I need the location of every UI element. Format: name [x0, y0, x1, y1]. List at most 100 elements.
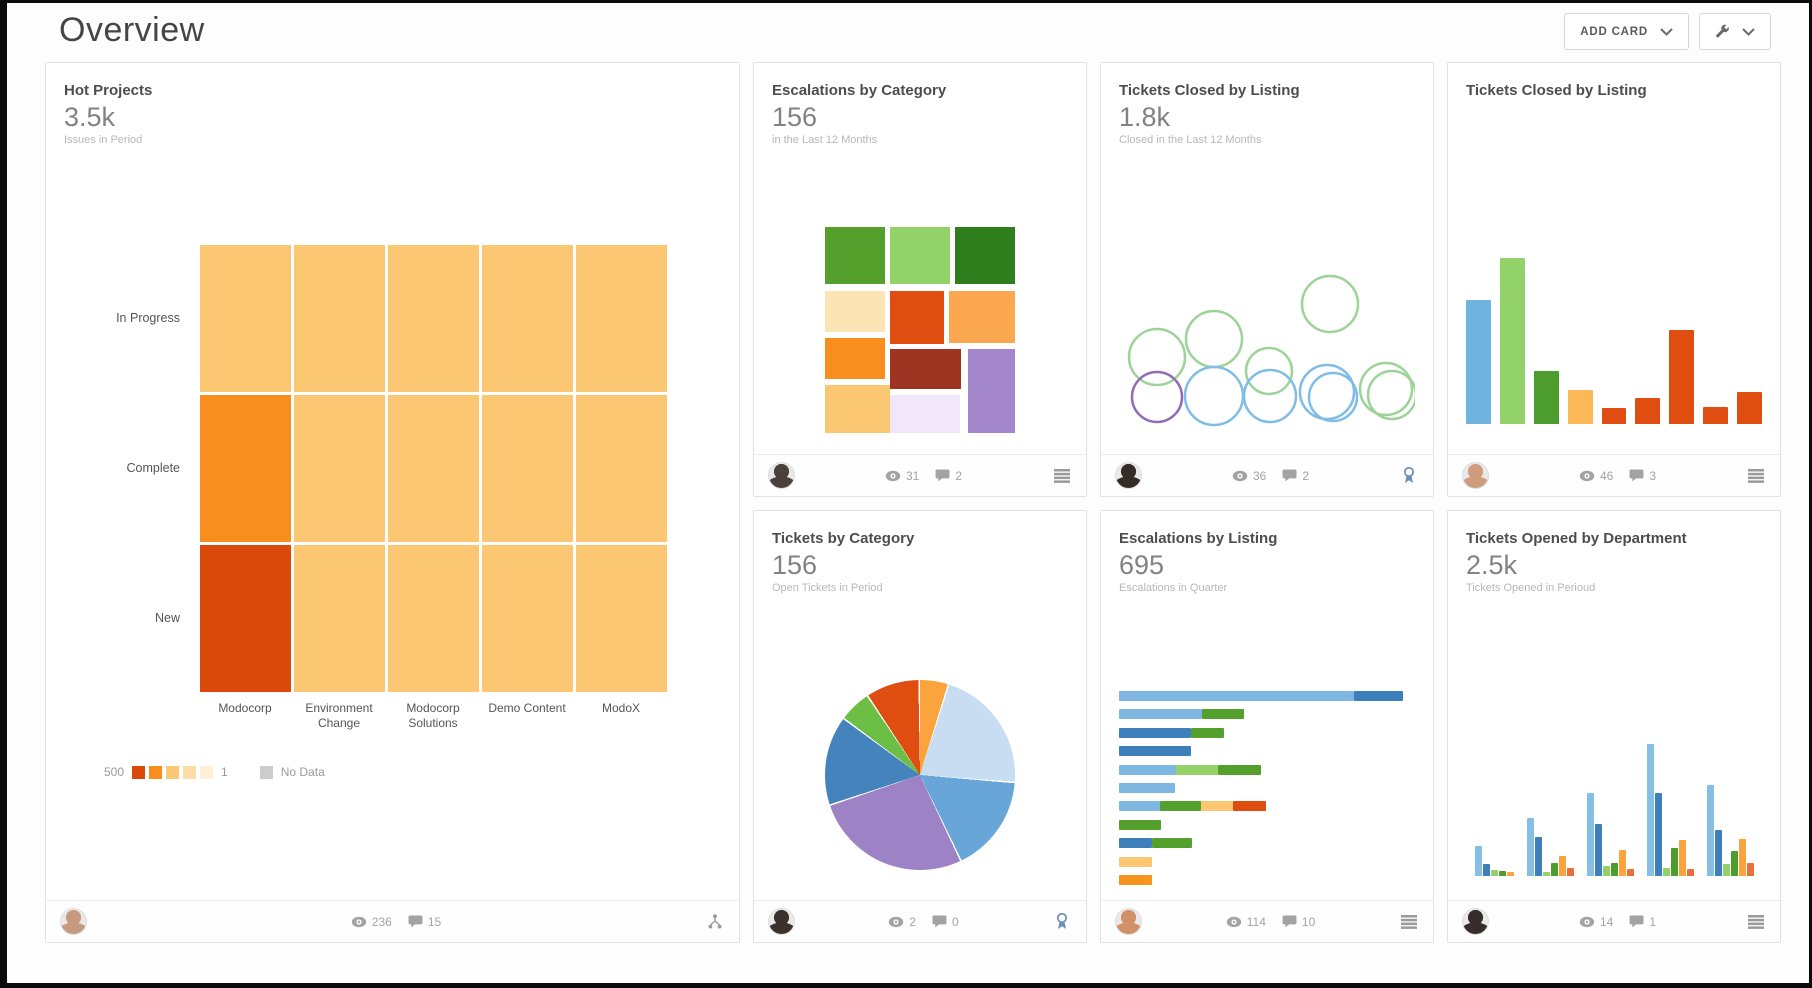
grouped-bar	[1714, 830, 1722, 876]
grouped-bar	[1610, 863, 1618, 876]
avatar[interactable]	[768, 908, 795, 935]
bar	[1601, 408, 1627, 424]
footer-stats: 236 15	[95, 915, 697, 929]
comments-stat[interactable]: 10	[1282, 915, 1315, 929]
add-card-button[interactable]: ADD CARD	[1564, 13, 1689, 50]
heatmap-cell	[199, 544, 291, 692]
comments-count: 10	[1301, 914, 1316, 929]
comments-count: 15	[427, 914, 442, 929]
eye-icon	[889, 916, 904, 927]
pie	[825, 680, 1015, 870]
treemap-tile	[825, 385, 890, 433]
grouped-bar	[1670, 848, 1678, 876]
card-title: Tickets by Category	[772, 530, 915, 547]
heatmap-column-label: ModoX	[601, 701, 641, 715]
bar-chart	[1466, 258, 1763, 424]
hbar-segment	[1119, 838, 1152, 849]
comments-stat[interactable]: 1	[1629, 915, 1656, 929]
sitemap-icon[interactable]	[705, 914, 725, 929]
grouped-bar	[1526, 818, 1534, 876]
grouped-bar	[1534, 837, 1542, 876]
avatar[interactable]	[1115, 462, 1142, 489]
eye-icon	[1232, 470, 1248, 481]
card-tickets-closed-by-listing: Tickets Closed by Listing 46 3	[1447, 62, 1781, 497]
views-stat: 114	[1226, 915, 1266, 929]
grouped-bar	[1594, 824, 1602, 876]
grouped-bar	[1746, 863, 1754, 876]
table-icon[interactable]	[1399, 914, 1419, 929]
card-footer: 14 1	[1448, 900, 1780, 942]
avatar[interactable]	[768, 462, 795, 489]
comments-stat[interactable]: 2	[1282, 469, 1309, 483]
card-body: Tickets Closed by Listing	[1448, 63, 1780, 454]
heatmap-column-label: Demo Content	[488, 701, 566, 715]
add-card-label: ADD CARD	[1580, 25, 1648, 38]
chevron-down-icon	[1742, 27, 1755, 36]
treemap-tile	[968, 349, 1015, 433]
wrench-icon	[1716, 24, 1729, 38]
comments-count: 2	[955, 468, 963, 483]
treemap-tile	[890, 291, 944, 344]
comments-stat[interactable]: 0	[932, 915, 959, 929]
views-stat: 36	[1232, 469, 1266, 483]
grouped-bar	[1474, 846, 1482, 876]
heatmap-column-label: Modocorp	[218, 701, 272, 715]
heatmap-cell	[481, 544, 573, 692]
hbar-segment	[1176, 764, 1218, 775]
comment-icon	[1282, 469, 1297, 482]
settings-button[interactable]	[1699, 13, 1771, 50]
grouped-bar	[1602, 866, 1610, 876]
views-stat: 2	[888, 915, 916, 929]
grouped-bar	[1722, 864, 1730, 876]
grouped-bar	[1626, 869, 1634, 876]
bubble-chart	[1119, 264, 1415, 429]
ribbon-icon[interactable]	[1399, 467, 1419, 484]
card-title: Escalations by Category	[772, 82, 947, 99]
hbar-segment	[1354, 691, 1403, 701]
comment-icon	[932, 915, 947, 928]
table-icon[interactable]	[1052, 468, 1072, 483]
header-actions: ADD CARD	[1564, 11, 1771, 50]
eye-icon	[351, 916, 366, 927]
bar	[1737, 392, 1763, 424]
eye-icon	[1579, 470, 1595, 481]
comment-icon	[1629, 915, 1644, 928]
card-body: Tickets by Category 156 Open Tickets in Pe…	[754, 511, 1086, 900]
treemap-tile	[890, 395, 960, 433]
avatar[interactable]	[1115, 908, 1142, 935]
card-title: Escalations by Listing	[1119, 530, 1278, 547]
table-icon[interactable]	[1746, 914, 1766, 929]
page-title: Overview	[59, 11, 205, 49]
comments-count: 0	[952, 914, 959, 929]
footer-stats: 114 10	[1150, 915, 1391, 929]
grouped-bar	[1654, 793, 1662, 876]
grouped-bar	[1618, 850, 1626, 876]
treemap-tile	[890, 349, 961, 389]
page-header: Overview ADD CARD	[7, 3, 1809, 62]
card-body: Hot Projects 3.5k Issues in Period In Progr…	[46, 63, 739, 900]
chevron-down-icon	[1660, 27, 1673, 36]
table-icon[interactable]	[1746, 468, 1766, 483]
heatmap-cell	[293, 244, 385, 392]
heatmap-cell	[199, 244, 291, 392]
card-subtitle: Escalations in Quarter	[1119, 582, 1228, 594]
gbar-chart	[1466, 741, 1762, 876]
hbar-segment	[1201, 801, 1233, 812]
comments-stat[interactable]: 3	[1629, 469, 1656, 483]
comments-stat[interactable]: 15	[408, 915, 441, 929]
treemap-tile	[955, 227, 1015, 284]
grouped-bar	[1506, 872, 1514, 876]
ribbon-icon[interactable]	[1052, 913, 1072, 930]
grouped-bar	[1542, 872, 1550, 876]
avatar[interactable]	[60, 908, 87, 935]
eye-icon	[885, 470, 901, 481]
avatar[interactable]	[1462, 908, 1489, 935]
grouped-bar	[1586, 793, 1594, 876]
hbar-segment	[1119, 709, 1202, 720]
comments-stat[interactable]: 2	[935, 469, 962, 483]
card-body: Escalations by Listing 695 Escalations in …	[1101, 511, 1433, 900]
avatar[interactable]	[1462, 462, 1489, 489]
treemap-tile	[825, 227, 885, 284]
grouped-bar	[1482, 864, 1490, 876]
grouped-bar	[1490, 870, 1498, 876]
